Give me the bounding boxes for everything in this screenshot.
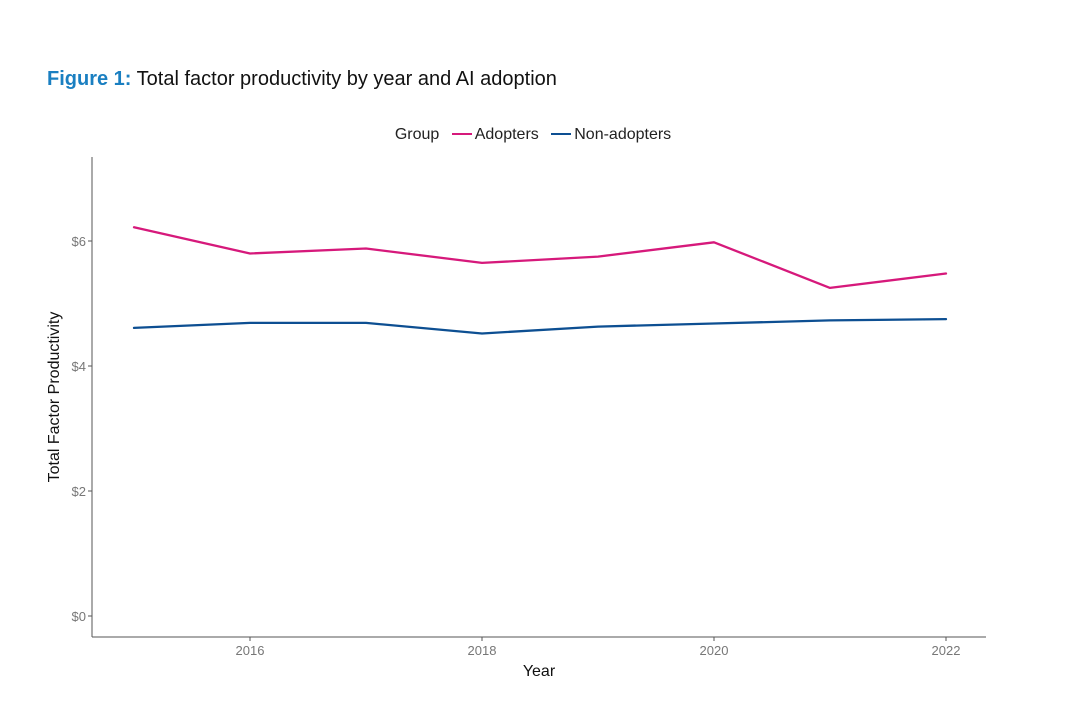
x-tick-label: 2016 (236, 643, 265, 658)
legend-swatch-non-adopters (551, 132, 572, 135)
legend-label-non-adopters: Non-adopters (574, 126, 672, 143)
x-tick-label: 2020 (700, 643, 729, 658)
figure-title-text: Total factor productivity by year and AI… (136, 68, 557, 90)
figure-label: Figure 1: (47, 68, 132, 90)
y-tick-label: $4 (72, 359, 86, 374)
y-tick-label: $0 (72, 609, 86, 624)
x-tick-label: 2018 (468, 643, 497, 658)
series-line-adopters (132, 226, 948, 290)
figure-title: Figure 1: Total factor productivity by y… (47, 68, 557, 91)
y-tick-label: $2 (72, 484, 86, 499)
legend-label-adopters: Adopters (474, 126, 539, 143)
legend-item-adopters: Adopters (451, 126, 539, 144)
chart-legend: Group Adopters Non-adopters (0, 126, 1066, 144)
series-line-non-adopters (132, 317, 948, 335)
y-tick-label: $6 (72, 234, 86, 249)
x-tick-label: 2022 (932, 643, 961, 658)
x-axis-title: Year (523, 663, 556, 680)
chart-series (132, 226, 948, 335)
y-axis-title: Total Factor Productivity (46, 312, 63, 483)
legend-swatch-adopters (451, 132, 472, 135)
chart-ticks: $0 $2 $4 $6 2016 2018 2020 2022 (72, 234, 961, 658)
chart-axes (91, 157, 986, 638)
legend-item-non-adopters: Non-adopters (551, 126, 671, 144)
legend-title: Group (394, 126, 440, 143)
